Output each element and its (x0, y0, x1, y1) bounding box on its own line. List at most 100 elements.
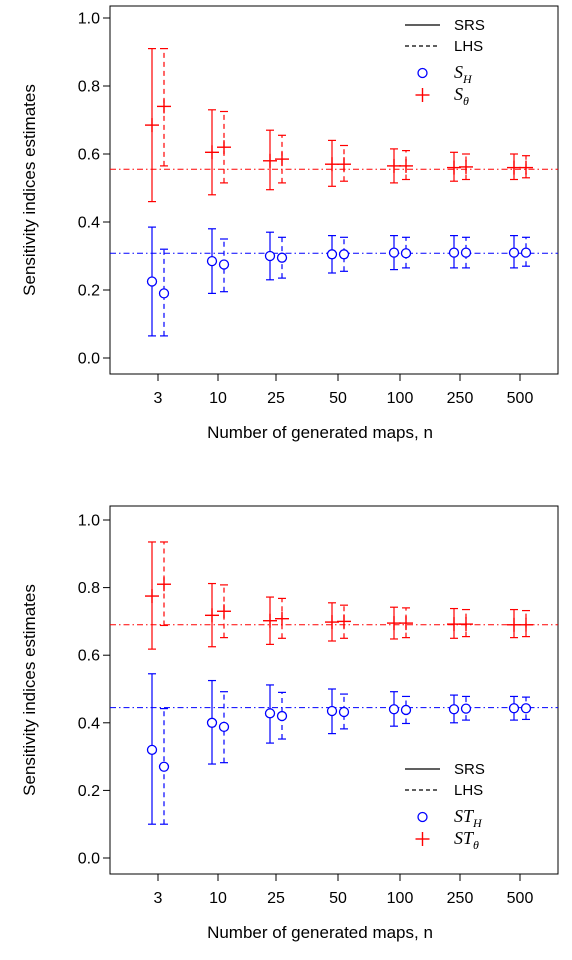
y-axis-label: Sensitivity indices estimates (20, 84, 39, 296)
legend-label-base: ST (454, 806, 475, 826)
x-tick-label: 50 (329, 390, 347, 407)
point-s-h-lhs (460, 247, 472, 258)
point-st-h-lhs (460, 703, 472, 714)
x-tick-label: 100 (387, 890, 414, 907)
plot-frame (109, 5, 559, 375)
point-st-theta-srs (507, 617, 521, 632)
point-s-h-lhs (218, 259, 230, 270)
point-s-theta-lhs (217, 140, 231, 155)
legend-label-lhs: LHS (454, 38, 483, 55)
x-tick-label: 100 (387, 390, 414, 407)
legend-label-sub: θ (473, 838, 479, 852)
top-panel-s-indices: 0.0 0.2 0.4 0.6 0.8 1.0 3 10 25 50 100 250 500 Number… (20, 5, 559, 442)
point-st-theta-lhs (519, 617, 533, 632)
point-st-h-srs (448, 704, 460, 715)
point-s-theta-lhs (519, 160, 533, 175)
point-st-h-lhs (158, 761, 170, 772)
point-st-h-srs (206, 717, 218, 728)
legend-marker-plus (415, 88, 430, 102)
legend-label-sub: θ (463, 94, 469, 108)
point-s-h-lhs (400, 248, 412, 259)
y-tick-label: 0.6 (78, 147, 100, 164)
y-tick-label: 1.0 (78, 11, 100, 28)
plot-frame (109, 505, 559, 875)
legend-label-base: ST (454, 828, 475, 848)
legend-label-sub: H (462, 72, 473, 86)
point-st-h-srs (146, 744, 158, 755)
point-s-h-srs (146, 276, 158, 287)
y-tick-label: 0.0 (78, 851, 100, 868)
x-tick-label: 500 (507, 890, 534, 907)
point-s-theta-lhs (275, 152, 289, 167)
point-s-theta-lhs (157, 99, 171, 114)
point-s-theta-srs (447, 160, 461, 175)
y-tick-label: 0.0 (78, 351, 100, 368)
y-tick-label: 0.4 (78, 215, 100, 232)
point-st-h-lhs (276, 710, 288, 722)
x-tick-label: 50 (329, 890, 347, 907)
point-st-h-lhs (520, 703, 532, 714)
x-tick-label: 10 (209, 890, 227, 907)
point-s-h-srs (388, 247, 400, 258)
point-s-h-srs (326, 249, 338, 260)
point-st-theta-srs (263, 613, 277, 628)
point-s-theta-lhs (459, 159, 473, 174)
point-st-h-lhs (338, 706, 350, 718)
legend-label-st-theta: STθ (454, 828, 479, 852)
point-st-theta-srs (387, 616, 401, 631)
point-s-theta-srs (507, 160, 521, 175)
point-st-h-lhs (400, 704, 412, 716)
legend-marker-circle (417, 67, 428, 79)
point-st-h-srs (264, 708, 276, 719)
point-s-h-srs (508, 247, 520, 258)
point-s-h-srs (206, 255, 218, 267)
point-st-h-srs (326, 705, 338, 717)
point-st-theta-srs (205, 608, 219, 623)
point-st-theta-lhs (157, 577, 171, 592)
point-s-theta-srs (387, 158, 401, 173)
y-tick-label: 0.6 (78, 648, 100, 665)
point-s-theta-lhs (337, 157, 351, 172)
legend-label-s-h: SH (454, 62, 473, 86)
x-tick-label: 250 (447, 890, 474, 907)
y-tick-label: 0.4 (78, 715, 100, 732)
point-st-theta-lhs (217, 604, 231, 619)
point-s-theta-srs (325, 157, 339, 172)
point-s-theta-lhs (399, 158, 413, 173)
x-tick-label: 10 (209, 390, 227, 407)
x-tick-label: 25 (267, 890, 285, 907)
point-s-h-lhs (520, 247, 532, 258)
point-s-h-srs (448, 247, 460, 258)
point-st-theta-srs (325, 615, 339, 630)
legend-label-st-h: STH (454, 806, 483, 830)
point-st-theta-lhs (337, 614, 351, 629)
point-s-theta-srs (205, 145, 219, 160)
x-axis-label: Number of generated maps, n (207, 423, 433, 442)
point-st-theta-srs (145, 589, 159, 604)
x-tick-label: 25 (267, 390, 285, 407)
legend-label-srs: SRS (454, 761, 485, 778)
y-tick-label: 0.2 (78, 283, 100, 300)
legend-label-base: S (454, 62, 463, 82)
legend-label-lhs: LHS (454, 782, 483, 799)
x-tick-label: 3 (154, 890, 163, 907)
legend-label-s-theta: Sθ (454, 84, 469, 108)
point-s-h-srs (264, 250, 276, 262)
point-st-h-srs (388, 704, 400, 715)
bottom-panel-st-indices: 0.0 0.2 0.4 0.6 0.8 1.0 3 10 25 50 100 250 500 Number… (20, 505, 559, 942)
legend-label-base: S (454, 84, 463, 104)
y-tick-label: 0.2 (78, 783, 100, 800)
x-tick-label: 250 (447, 390, 474, 407)
point-s-theta-srs (145, 118, 159, 133)
y-tick-label: 0.8 (78, 580, 100, 597)
point-s-theta-srs (263, 153, 277, 168)
y-tick-label: 1.0 (78, 513, 100, 530)
x-tick-label: 500 (507, 390, 534, 407)
y-axis-label: Sensitivity indices estimates (20, 584, 39, 796)
point-s-h-lhs (158, 288, 170, 299)
point-st-theta-lhs (275, 611, 289, 626)
point-st-h-lhs (218, 721, 230, 733)
x-tick-label: 3 (154, 390, 163, 407)
